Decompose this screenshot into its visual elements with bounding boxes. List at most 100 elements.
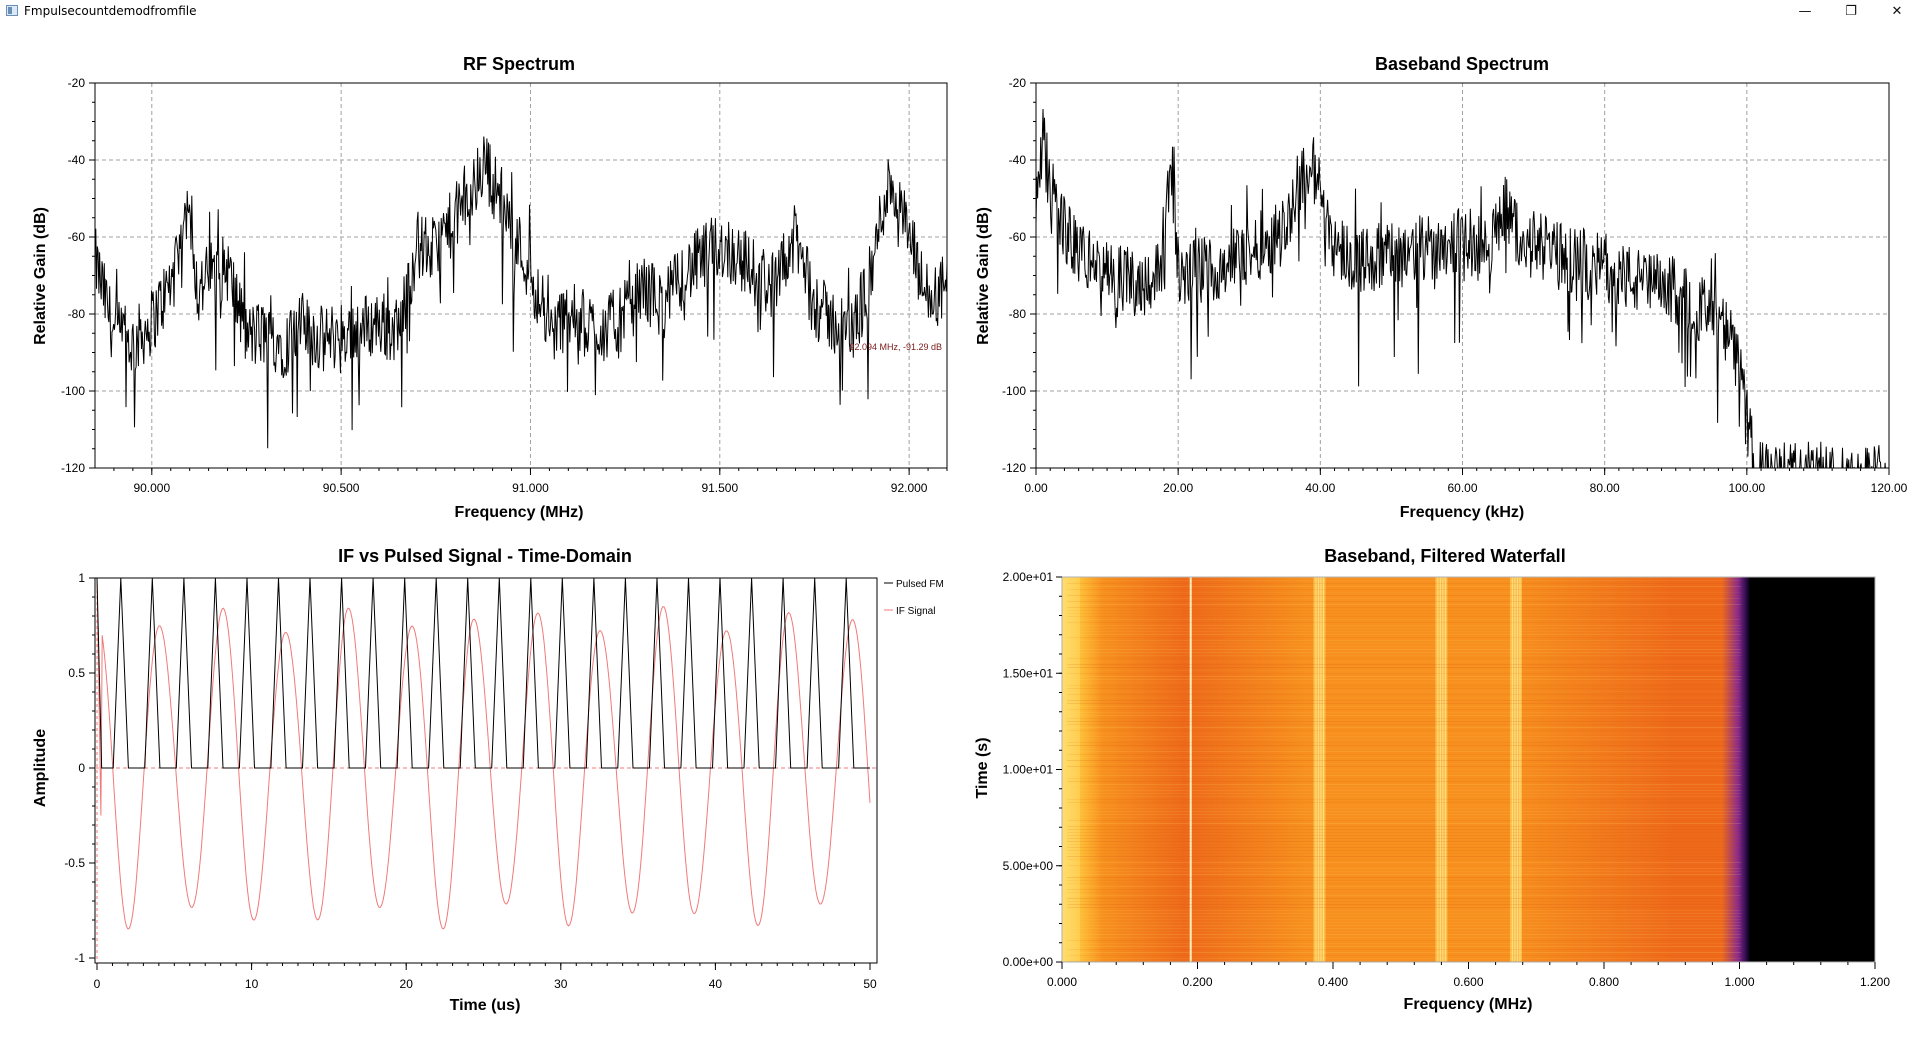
y-tick-label: -100 <box>61 384 85 398</box>
waterfall-row <box>1067 700 1742 701</box>
maximize-button[interactable]: ❐ <box>1845 3 1857 19</box>
y-tick-label: 1 <box>78 571 85 585</box>
x-tick-label: 1.000 <box>1724 975 1754 989</box>
rf-title: RF Spectrum <box>463 54 575 74</box>
x-tick-label: 40 <box>709 977 723 991</box>
waterfall-band-line <box>1437 577 1439 962</box>
minimize-button[interactable]: — <box>1798 3 1812 19</box>
waterfall-row <box>1067 667 1742 668</box>
y-tick-label: -20 <box>68 76 86 90</box>
waterfall-row <box>1067 940 1742 941</box>
waterfall-row <box>1067 730 1742 731</box>
waterfall-row <box>1067 712 1742 713</box>
waterfall-row <box>1067 610 1742 611</box>
waterfall-row <box>1067 769 1742 770</box>
waterfall-row <box>1067 943 1742 944</box>
waterfall-row <box>1067 685 1742 686</box>
y-tick-label: 0 <box>78 761 85 775</box>
waterfall-row <box>1067 709 1742 710</box>
x-tick-label: 120.00 <box>1871 481 1908 495</box>
x-tick-label: 92.000 <box>891 481 928 495</box>
waterfall-row <box>1067 949 1742 950</box>
waterfall-plot[interactable]: Baseband, Filtered Waterfall 2.00e+01 1.5… <box>974 546 1890 1013</box>
y-tick-label: -0.5 <box>64 856 85 870</box>
waterfall-row <box>1067 631 1742 632</box>
waterfall-row <box>1067 895 1742 896</box>
x-tick-label: 0 <box>94 977 101 991</box>
waterfall-row <box>1067 886 1742 887</box>
waterfall-row <box>1067 724 1742 725</box>
waterfall-row <box>1067 739 1742 740</box>
waterfall-row <box>1067 718 1742 719</box>
waterfall-row <box>1067 721 1742 722</box>
waterfall-row <box>1067 595 1742 596</box>
waterfall-row <box>1067 694 1742 695</box>
waterfall-row <box>1067 901 1742 902</box>
waterfall-row <box>1067 898 1742 899</box>
waterfall-row <box>1067 616 1742 617</box>
pulsed-fm-trace <box>96 578 870 769</box>
y-tick-label: -80 <box>68 307 86 321</box>
x-tick-label: 0.600 <box>1453 975 1483 989</box>
baseband-spectrum-plot[interactable]: Baseband Spectrum -20 -40 -60 -80 -100 -120 0… <box>975 54 1908 521</box>
wf-y-ticks: 2.00e+01 1.50e+01 1.00e+01 5.00e+00 0.00e+00 <box>1003 570 1062 969</box>
waterfall-row <box>1067 919 1742 920</box>
waterfall-band-line <box>1519 577 1521 962</box>
waterfall-row <box>1067 787 1742 788</box>
waterfall-row <box>1067 628 1742 629</box>
waterfall-row <box>1067 580 1742 581</box>
waterfall-row <box>1067 826 1742 827</box>
waterfall-row <box>1067 868 1742 869</box>
waterfall-row <box>1067 841 1742 842</box>
waterfall-row <box>1067 937 1742 938</box>
waterfall-row <box>1067 697 1742 698</box>
waterfall-row <box>1067 952 1742 953</box>
close-button[interactable]: ✕ <box>1891 3 1903 19</box>
bb-title: Baseband Spectrum <box>1375 54 1549 74</box>
waterfall-row <box>1067 811 1742 812</box>
x-tick-label: 0.000 <box>1047 975 1077 989</box>
waterfall-row <box>1067 655 1742 656</box>
bb-trace <box>1036 108 1886 468</box>
td-legend: Pulsed FM IF Signal <box>884 579 944 617</box>
x-tick-label: 91.500 <box>701 481 738 495</box>
waterfall-row <box>1067 850 1742 851</box>
waterfall-row <box>1067 784 1742 785</box>
waterfall-row <box>1067 847 1742 848</box>
waterfall-row <box>1067 622 1742 623</box>
waterfall-row <box>1067 790 1742 791</box>
waterfall-row <box>1067 793 1742 794</box>
waterfall-row <box>1067 649 1742 650</box>
td-xlabel: Time (us) <box>450 997 521 1014</box>
waterfall-row <box>1067 703 1742 704</box>
waterfall-row <box>1067 754 1742 755</box>
app-window-icon <box>6 5 18 16</box>
waterfall-row <box>1067 865 1742 866</box>
waterfall-band-line <box>1514 577 1516 962</box>
waterfall-row <box>1067 799 1742 800</box>
waterfall-row <box>1067 904 1742 905</box>
waterfall-row <box>1067 853 1742 854</box>
td-ylabel: Amplitude <box>32 729 49 807</box>
waterfall-row <box>1067 808 1742 809</box>
waterfall-band-line <box>1511 577 1513 962</box>
waterfall-row <box>1067 805 1742 806</box>
waterfall-row <box>1067 892 1742 893</box>
wf-x-ticks: 0.000 0.200 0.400 0.600 0.800 1.000 1.200 <box>1047 962 1890 989</box>
waterfall-row <box>1067 679 1742 680</box>
x-tick-label: 80.00 <box>1590 481 1620 495</box>
waterfall-row <box>1067 586 1742 587</box>
waterfall-row <box>1067 946 1742 947</box>
waterfall-row <box>1067 772 1742 773</box>
waterfall-row <box>1067 661 1742 662</box>
waterfall-row <box>1067 955 1742 956</box>
y-tick-label: -120 <box>1002 461 1026 475</box>
waterfall-row <box>1067 958 1742 959</box>
waterfall-band <box>1062 577 1080 962</box>
waterfall-row <box>1067 598 1742 599</box>
waterfall-row <box>1067 634 1742 635</box>
time-domain-plot[interactable]: IF vs Pulsed Signal - Time-Domain 10.50-… <box>32 546 944 1014</box>
rf-spectrum-plot[interactable]: RF Spectrum -20-40-60-80-100-120 90.000 9… <box>32 54 948 521</box>
waterfall-row <box>1067 673 1742 674</box>
